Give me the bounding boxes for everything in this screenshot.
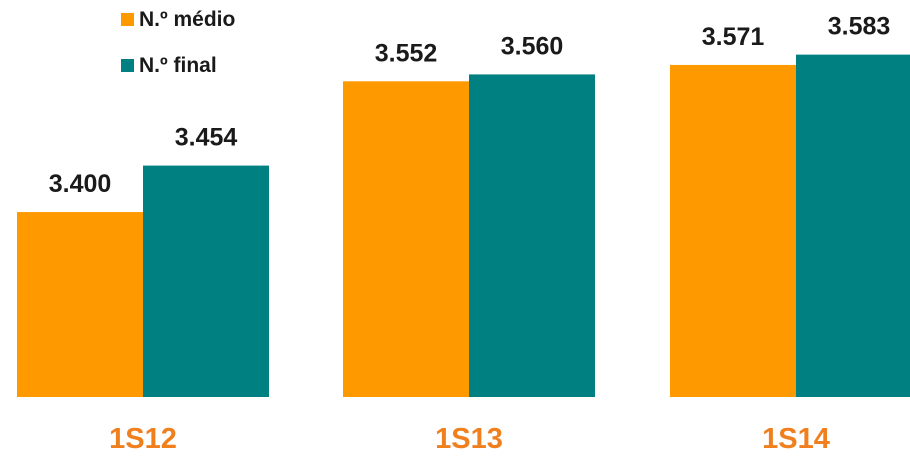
bar-1s13-series-0	[343, 81, 469, 397]
category-label-1s12: 1S12	[109, 423, 177, 455]
value-label-1s12-series-1: 3.454	[175, 124, 238, 152]
bar-1s14-series-1	[796, 54, 910, 398]
legend-label-series-0: N.º médio	[139, 8, 235, 31]
bar-1s12-series-0	[17, 212, 143, 397]
bar-1s12-series-1	[143, 165, 269, 397]
value-label-1s14-series-1: 3.583	[828, 13, 891, 41]
legend-swatch-series-0	[121, 13, 134, 26]
legend-label-series-1: N.º final	[139, 54, 217, 77]
category-label-1s13: 1S13	[435, 423, 503, 455]
value-label-1s14-series-0: 3.571	[702, 23, 765, 51]
category-labels-group: 1S12 1S13 1S14	[109, 423, 830, 455]
value-label-1s13-series-1: 3.560	[501, 32, 564, 60]
legend: N.º médio N.º final	[121, 8, 235, 77]
legend-swatch-series-1	[121, 59, 134, 72]
bars-group	[17, 54, 910, 398]
value-label-1s12-series-0: 3.400	[49, 170, 112, 198]
bar-1s14-series-0	[670, 64, 796, 397]
category-label-1s14: 1S14	[762, 423, 830, 455]
value-label-1s13-series-0: 3.552	[375, 39, 438, 67]
bar-1s13-series-1	[469, 74, 595, 397]
value-labels-group: 3.400 3.454 3.552 3.560 3.571 3.583	[49, 13, 891, 198]
